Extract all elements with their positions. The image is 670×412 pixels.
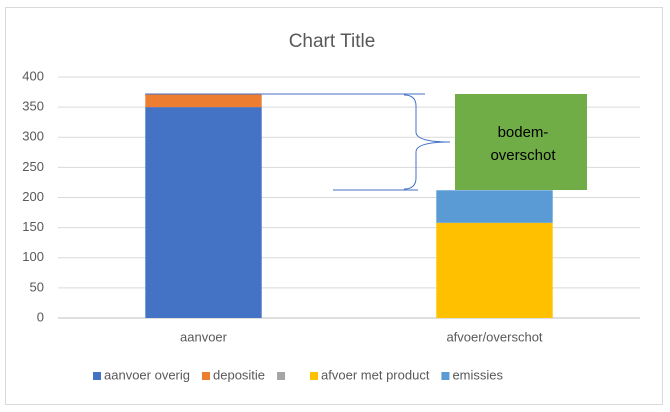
y-tick-label: 250 — [22, 159, 44, 174]
legend-label: aanvoer overig — [104, 367, 190, 382]
y-tick-label: 0 — [37, 309, 44, 324]
legend-label: emissies — [452, 367, 503, 382]
annotation-text: bodem- — [498, 124, 549, 141]
plot-area: 0 50 100 150 200 250 300 350 400 aanvoer afvoer/ov… — [22, 68, 640, 382]
brace — [403, 94, 451, 190]
chart-border — [5, 7, 663, 405]
y-tick-label: 150 — [22, 219, 44, 234]
annotation-box — [455, 94, 587, 190]
chart-title: Chart Title — [289, 31, 376, 52]
legend-label: afvoer met product — [321, 367, 430, 382]
x-tick-label: aanvoer — [180, 329, 228, 344]
y-tick-label: 50 — [30, 279, 44, 294]
bracket — [145, 93, 451, 191]
legend-label: depositie — [213, 367, 265, 382]
y-tick-label: 350 — [22, 99, 44, 114]
x-tick-label: afvoer/overschot — [446, 329, 542, 344]
annotation-text: overschot — [490, 147, 556, 164]
legend-swatch — [441, 372, 450, 380]
bar-segment — [436, 222, 553, 318]
bar-segment — [436, 190, 553, 223]
legend-swatch — [277, 372, 286, 380]
y-tick-label: 400 — [22, 68, 44, 83]
y-tick-label: 300 — [22, 129, 44, 144]
y-tick-label: 100 — [22, 249, 44, 264]
bar-segment — [145, 107, 262, 318]
legend-swatch — [202, 372, 210, 380]
legend-swatch — [310, 372, 319, 380]
y-tick-label: 200 — [22, 189, 44, 204]
bar-segment — [145, 93, 262, 108]
legend-swatch — [93, 372, 101, 380]
